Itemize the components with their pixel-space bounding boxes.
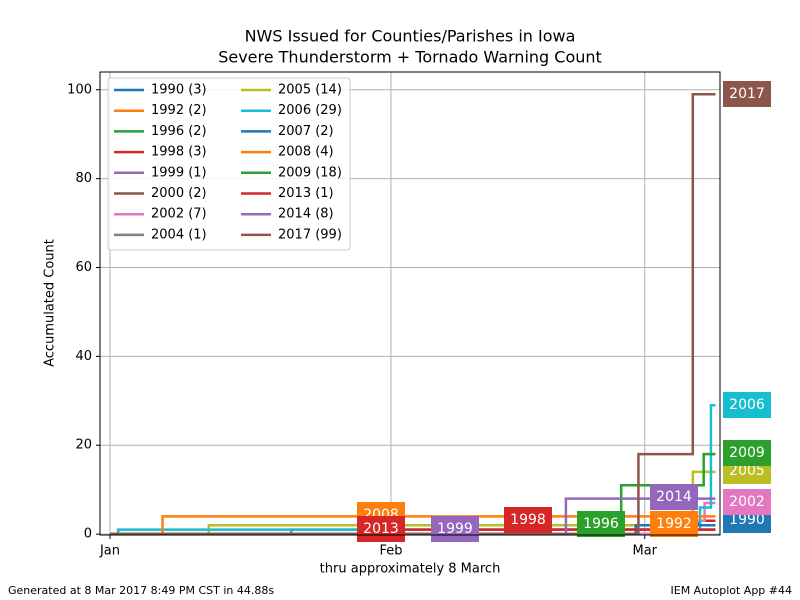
y-tick-label: 100 xyxy=(67,82,92,97)
chart-subtitle: Severe Thunderstorm + Tornado Warning Co… xyxy=(218,48,602,67)
y-tick-label: 80 xyxy=(75,171,92,186)
series-tag: 1996 xyxy=(583,516,619,532)
legend-label: 2008 (4) xyxy=(278,145,334,160)
legend-label: 2009 (18) xyxy=(278,165,342,180)
legend-label: 1992 (2) xyxy=(151,103,207,118)
series-tag: 2013 xyxy=(363,521,399,537)
x-tick-label: Mar xyxy=(633,544,658,559)
series-tag-box xyxy=(577,511,625,537)
x-axis-label: thru approximately 8 March xyxy=(320,562,501,577)
y-tick-label: 60 xyxy=(75,260,92,275)
legend-label: 2006 (29) xyxy=(278,103,342,118)
series-tag-box xyxy=(723,489,771,515)
series-tag: 2014 xyxy=(656,489,692,505)
legend-label: 2013 (1) xyxy=(278,186,334,201)
legend-label: 2014 (8) xyxy=(278,207,334,222)
series-tag-box xyxy=(650,511,698,537)
legend-label: 2002 (7) xyxy=(151,207,207,222)
legend-label: 2007 (2) xyxy=(278,124,334,139)
series-tag-box xyxy=(431,516,479,542)
series-tag: 2005 xyxy=(729,463,765,479)
series-tag-box xyxy=(650,484,698,510)
series-tag: 1990 xyxy=(729,512,765,528)
legend-label: 2004 (1) xyxy=(151,227,207,242)
footer-left: Generated at 8 Mar 2017 8:49 PM CST in 4… xyxy=(8,584,274,597)
series-tag-box xyxy=(357,516,405,542)
series-tag-box xyxy=(723,440,771,466)
series-tag: 2009 xyxy=(729,445,765,461)
series-tag: 2006 xyxy=(729,397,765,413)
step-line xyxy=(109,92,716,536)
chart-title: NWS Issued for Counties/Parishes in Iowa xyxy=(245,27,576,46)
legend-label: 2017 (99) xyxy=(278,227,342,242)
series-tag: 1992 xyxy=(656,516,692,532)
series-tag: 1998 xyxy=(510,512,546,528)
legend-label: 2000 (2) xyxy=(151,186,207,201)
series-tag: 2017 xyxy=(729,86,765,102)
legend-label: 1990 (3) xyxy=(151,83,207,98)
legend-label: 1996 (2) xyxy=(151,124,207,139)
legend-label: 1998 (3) xyxy=(151,145,207,160)
y-tick-label: 20 xyxy=(75,438,92,453)
y-tick-label: 0 xyxy=(84,527,92,542)
y-axis-label: Accumulated Count xyxy=(43,239,58,367)
x-tick-label: Jan xyxy=(99,544,120,559)
y-tick-label: 40 xyxy=(75,349,92,364)
series-tag-box xyxy=(723,81,771,107)
footer-right: IEM Autoplot App #44 xyxy=(671,584,793,597)
x-tick-label: Feb xyxy=(379,544,402,559)
legend-label: 1999 (1) xyxy=(151,165,207,180)
series-tag-box xyxy=(723,392,771,418)
plot-frame xyxy=(99,71,721,536)
series-tag: 1999 xyxy=(437,521,473,537)
legend-box xyxy=(107,77,351,251)
series-tag: 2002 xyxy=(729,494,765,510)
series-tag-box xyxy=(504,507,552,533)
legend-label: 2005 (14) xyxy=(278,83,342,98)
legend: 1990 (3) 1992 (2) 1996 (2) 1998 (3) 1999 (1)… xyxy=(107,77,351,251)
